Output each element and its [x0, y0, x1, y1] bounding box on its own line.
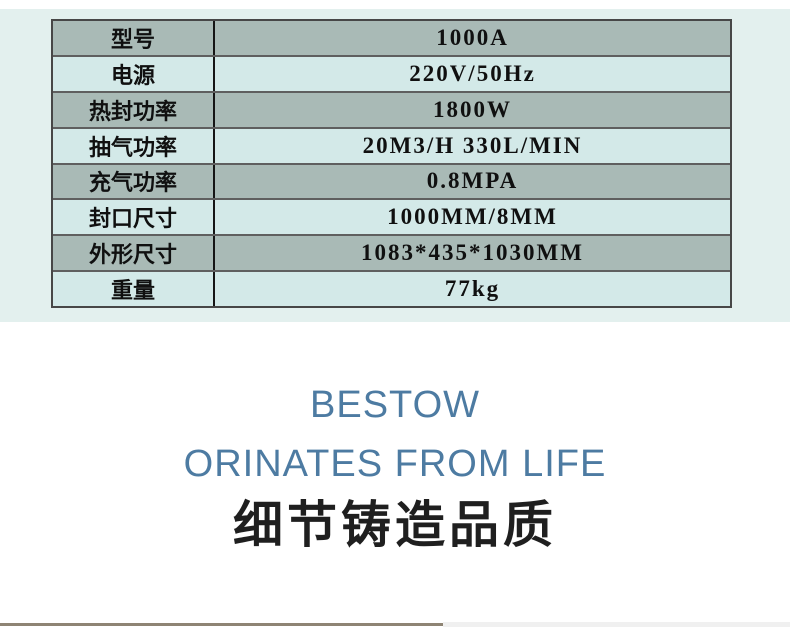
spec-table: 型号 1000A 电源 220V/50Hz 热封功率 1800W 抽气功率 20…	[51, 19, 732, 308]
spec-value: 1000A	[436, 24, 509, 50]
slogan-block: BESTOW ORINATES FROM LIFE 细节铸造品质	[0, 376, 790, 556]
spec-label: 封口尺寸	[53, 200, 215, 235]
spec-value: 77kg	[444, 276, 501, 302]
spec-label: 重量	[53, 272, 215, 306]
spec-label: 热封功率	[53, 92, 215, 127]
spec-value: 220V/50Hz	[409, 60, 536, 86]
slogan-headline-cn: 细节铸造品质	[233, 497, 557, 553]
spec-value: 1000MM/8MM	[387, 204, 558, 230]
bottom-divider-right	[443, 622, 790, 627]
table-row: 充气功率 0.8MPA	[53, 164, 730, 201]
slogan-line-2: ORINATES FROM LIFE	[183, 443, 607, 485]
table-row: 电源 220V/50Hz	[53, 56, 730, 93]
table-row: 热封功率 1800W	[53, 92, 730, 129]
slogan-line-1: BESTOW	[310, 384, 480, 426]
table-row: 抽气功率 20M3/H 330L/MIN	[53, 128, 730, 165]
spec-value: 20M3/H 330L/MIN	[362, 132, 583, 158]
spec-value: 1800W	[433, 96, 512, 122]
spec-label: 外形尺寸	[53, 236, 215, 271]
table-row: 封口尺寸 1000MM/8MM	[53, 200, 730, 237]
spec-label: 抽气功率	[53, 128, 215, 163]
spec-label: 型号	[53, 21, 215, 55]
spec-value: 0.8MPA	[426, 168, 519, 194]
spec-label: 充气功率	[53, 164, 215, 199]
table-row: 重量 77kg	[53, 272, 730, 306]
spec-label: 电源	[53, 56, 215, 91]
table-row: 型号 1000A	[53, 21, 730, 57]
table-row: 外形尺寸 1083*435*1030MM	[53, 236, 730, 273]
spec-value: 1083*435*1030MM	[361, 240, 584, 266]
bottom-divider-left	[0, 623, 443, 626]
